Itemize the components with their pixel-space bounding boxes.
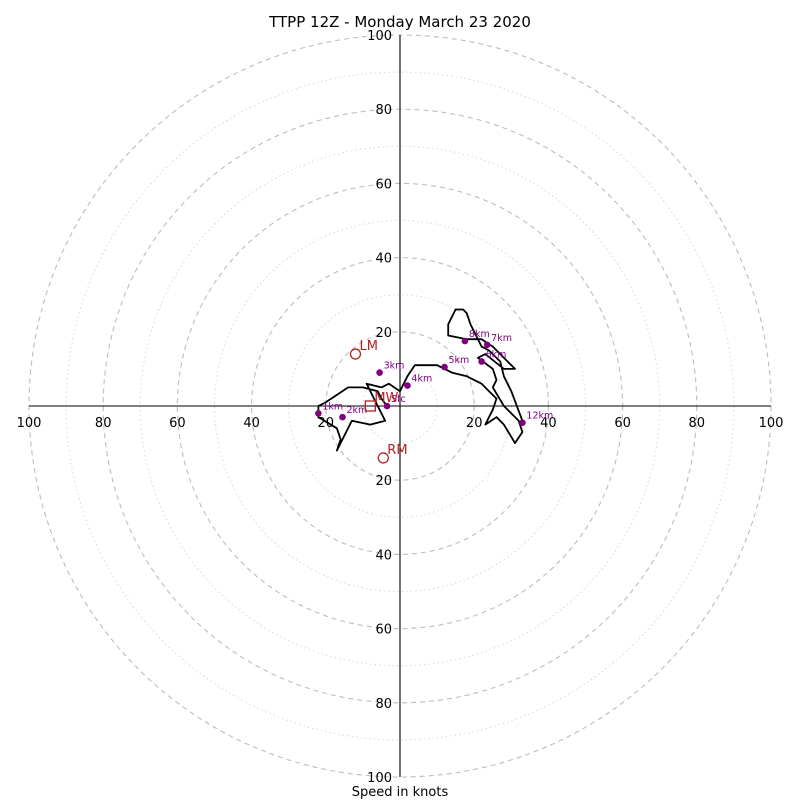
height-point-7km: [483, 341, 491, 349]
marker-rm: [377, 452, 389, 464]
marker-mw: [364, 400, 376, 412]
height-point-5km: [441, 363, 448, 371]
height-label-5km: 5km: [449, 355, 470, 366]
x-tick-label: 60: [169, 416, 186, 431]
y-tick-label: 100: [367, 29, 392, 44]
height-point-3km: [376, 369, 383, 376]
chart-title: TTPP 12Z - Monday March 23 2020: [268, 13, 531, 31]
marker-label-lm: LM: [359, 339, 377, 354]
y-tick-label: 40: [375, 548, 392, 563]
x-axis-label: Speed in knots: [352, 785, 449, 800]
x-tick-label: 40: [540, 416, 557, 431]
x-tick-label: 20: [466, 416, 483, 431]
y-tick-label: 20: [375, 326, 392, 341]
x-tick-label: 100: [759, 416, 784, 431]
height-label-8km: 8km: [469, 329, 490, 340]
marker-label-mw: MW: [374, 391, 398, 406]
x-tick-label: 80: [95, 416, 112, 431]
y-tick-label: 80: [375, 697, 392, 712]
marker-lm: [349, 348, 362, 360]
height-point-Sfc: [383, 402, 391, 410]
x-tick-label: 100: [17, 416, 42, 431]
height-label-12km: 12km: [526, 411, 553, 422]
x-tick-label: 60: [614, 416, 631, 431]
marker-label-rm: RM: [387, 443, 407, 458]
tick-labels: 100 80 60 40 20 20 40 60 80 100100806040202040608…: [17, 29, 784, 786]
y-tick-label: 100: [367, 771, 392, 786]
height-label-4km: 4km: [411, 374, 432, 385]
height-label-3km: 3km: [384, 361, 405, 372]
y-tick-label: 20: [375, 474, 392, 489]
y-tick-label: 40: [375, 252, 392, 267]
height-label-6km: 6km: [486, 349, 507, 360]
height-point-4km: [404, 382, 411, 389]
height-point-8km: [461, 337, 469, 345]
height-point-1km: [315, 410, 322, 417]
y-tick-label: 60: [375, 177, 392, 192]
hodograph-line: [317, 308, 524, 452]
height-label-Sfc: Sfc: [391, 394, 406, 405]
height-point-6km: [478, 358, 485, 365]
height-point-12km: [519, 419, 526, 426]
y-tick-label: 60: [375, 623, 392, 638]
storm-motion-markers: LM RM MW: [349, 339, 408, 464]
height-label-1km: 1km: [322, 401, 343, 412]
hodograph-trace: [317, 308, 524, 452]
height-label-2km: 2km: [346, 405, 367, 416]
axes: [29, 35, 771, 777]
height-label-7km: 7km: [491, 333, 512, 344]
x-tick-label: 80: [689, 416, 706, 431]
x-tick-label: 40: [243, 416, 260, 431]
height-point-2km: [339, 413, 346, 421]
y-tick-label: 80: [375, 103, 392, 118]
